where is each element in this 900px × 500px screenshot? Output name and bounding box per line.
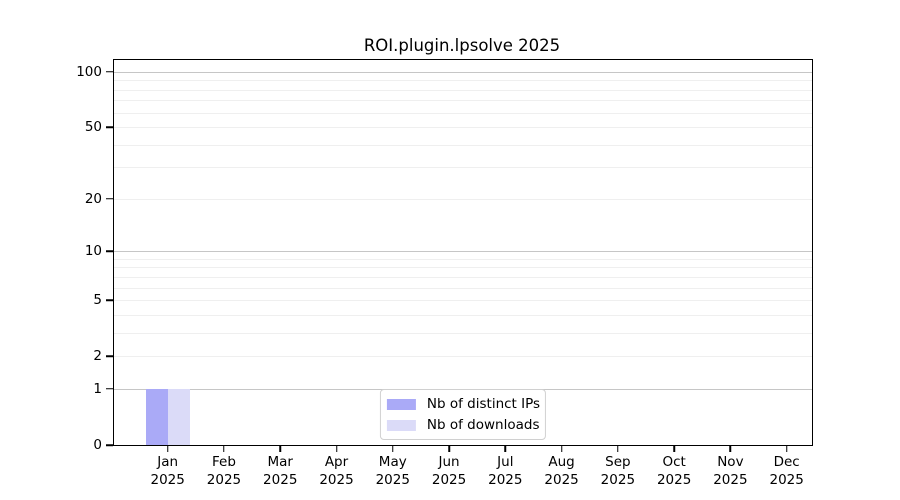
- x-axis-tick: [279, 446, 281, 452]
- y-axis-tick: [106, 71, 113, 73]
- legend-label-downloads: Nb of downloads: [426, 417, 540, 433]
- x-axis-tick: [392, 446, 394, 452]
- y-tick-label: 5: [93, 292, 102, 309]
- x-tick-label: Feb 2025: [206, 454, 242, 488]
- x-tick-label: Jun 2025: [431, 454, 467, 488]
- gridline-minor: [114, 287, 812, 289]
- y-axis-tick: [106, 388, 113, 390]
- legend-swatch-downloads: [386, 419, 416, 431]
- x-axis-tick: [617, 446, 619, 452]
- x-tick-label: Jan 2025: [150, 454, 185, 488]
- x-tick-label: Apr 2025: [319, 454, 354, 488]
- x-tick-label: Aug 2025: [544, 454, 579, 488]
- gridline-minor: [114, 89, 812, 91]
- gridline-minor: [114, 127, 812, 129]
- y-tick-label: 10: [84, 243, 102, 260]
- gridline-minor: [114, 314, 812, 316]
- legend-entry-downloads: Nb of downloads: [386, 417, 540, 433]
- x-axis-tick: [504, 446, 507, 452]
- y-axis-tick: [106, 126, 113, 128]
- legend-label-distinct-ips: Nb of distinct IPs: [426, 396, 541, 412]
- gridline-major: [114, 71, 812, 73]
- gridline-minor: [114, 258, 812, 260]
- y-tick-label: 100: [76, 63, 102, 80]
- gridline-minor: [114, 300, 812, 302]
- y-tick-label: 20: [84, 190, 102, 207]
- y-axis-tick: [106, 444, 113, 446]
- gridline-minor: [114, 80, 812, 82]
- y-axis-tick: [106, 198, 113, 200]
- x-tick-label: Oct 2025: [656, 454, 692, 488]
- x-tick-label: Mar 2025: [263, 454, 298, 488]
- gridline-minor: [114, 198, 812, 200]
- x-tick-label: Sep 2025: [600, 454, 636, 488]
- gridline-minor: [114, 112, 812, 114]
- gridline-minor: [114, 332, 812, 334]
- gridline-minor: [114, 100, 812, 102]
- gridline-minor: [114, 167, 812, 169]
- y-axis-tick: [106, 299, 113, 301]
- x-axis-tick: [560, 446, 563, 452]
- gridline-minor: [114, 276, 812, 278]
- x-axis-tick: [729, 446, 732, 452]
- y-tick-label: 1: [93, 380, 102, 397]
- gridline-minor: [114, 356, 812, 358]
- y-axis-tick: [106, 250, 113, 252]
- chart-title: ROI.plugin.lpsolve 2025: [363, 36, 561, 55]
- bar-nb-of-downloads: [167, 388, 190, 445]
- legend-swatch-distinct-ips: [386, 398, 416, 410]
- y-axis-tick: [106, 355, 113, 357]
- x-tick-label: May 2025: [375, 454, 410, 488]
- x-axis-tick: [673, 446, 675, 452]
- y-tick-label: 50: [84, 119, 102, 136]
- x-axis-tick: [785, 446, 788, 452]
- plot-area: 0 1 2 5 10 20 50 100 Jan 2025 Feb 2025 Mar 2025 Apr…: [76, 59, 813, 488]
- x-tick-label: Jul 2025: [488, 454, 523, 488]
- x-axis-tick: [448, 446, 450, 452]
- x-axis-tick: [166, 446, 169, 452]
- legend-entry-distinct-ips: Nb of distinct IPs: [386, 396, 541, 412]
- x-axis-tick: [223, 446, 225, 452]
- gridline-minor: [114, 144, 812, 146]
- legend: Nb of distinct IPs Nb of downloads: [379, 389, 547, 440]
- gridline-major: [114, 251, 812, 253]
- y-tick-label: 0: [93, 437, 102, 453]
- x-tick-label: Nov 2025: [713, 454, 748, 488]
- bar-nb-of-distinct-ips: [145, 388, 168, 445]
- x-axis-tick: [335, 446, 338, 452]
- gridline-minor: [114, 267, 812, 269]
- y-tick-label: 2: [93, 348, 102, 365]
- x-tick-label: Dec 2025: [769, 454, 804, 488]
